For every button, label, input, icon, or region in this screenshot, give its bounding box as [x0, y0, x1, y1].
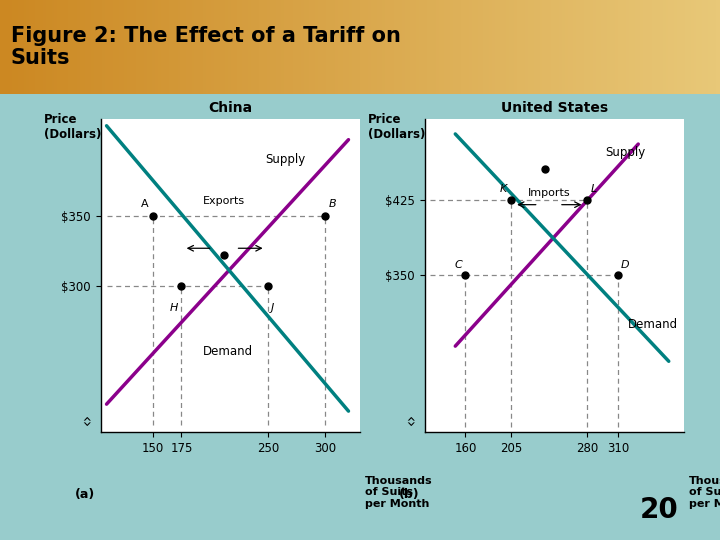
Text: D: D	[621, 260, 629, 271]
Text: ‹›: ‹›	[405, 414, 419, 426]
Text: ‹›: ‹›	[81, 414, 95, 426]
Text: Figure 2: The Effect of a Tariff on: Figure 2: The Effect of a Tariff on	[11, 26, 400, 46]
Text: B: B	[329, 199, 336, 210]
Text: Thousands
of Suits
per Month: Thousands of Suits per Month	[689, 476, 720, 509]
Title: United States: United States	[501, 101, 608, 115]
Text: Price
(Dollars): Price (Dollars)	[368, 112, 425, 140]
Text: Exports: Exports	[203, 197, 245, 206]
Text: Suits: Suits	[11, 48, 71, 68]
Text: K: K	[500, 184, 507, 193]
Text: (a): (a)	[75, 488, 95, 501]
Text: Imports: Imports	[528, 187, 570, 198]
Text: J: J	[271, 302, 274, 313]
Text: 20: 20	[639, 496, 678, 524]
Text: Thousands
of Suits
per Month: Thousands of Suits per Month	[365, 476, 433, 509]
Text: C: C	[454, 260, 462, 271]
Text: Supply: Supply	[266, 153, 306, 166]
Text: H: H	[170, 302, 178, 313]
Text: Price
(Dollars): Price (Dollars)	[44, 112, 101, 140]
Text: Demand: Demand	[628, 318, 678, 331]
Text: (b): (b)	[399, 488, 420, 501]
Text: A: A	[140, 199, 148, 210]
Text: Demand: Demand	[202, 346, 253, 359]
Title: China: China	[208, 101, 253, 115]
Text: L: L	[590, 184, 597, 193]
Text: Supply: Supply	[606, 146, 646, 159]
